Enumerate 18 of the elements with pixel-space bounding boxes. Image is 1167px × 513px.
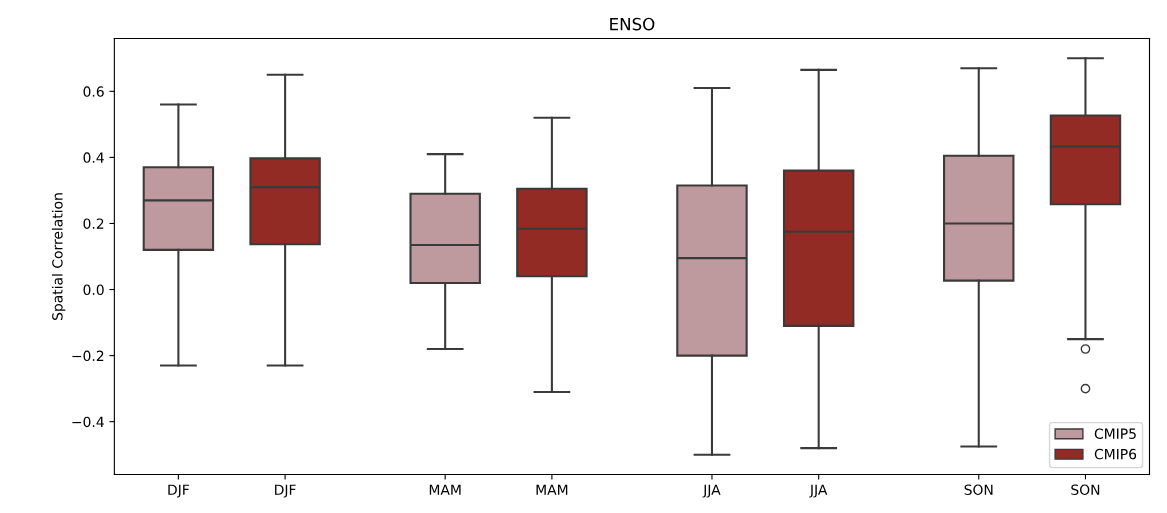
x-tick-label: DJF (275, 484, 296, 498)
y-tick-label: 0.0 (83, 284, 104, 296)
legend-label: CMIP6 (1094, 448, 1137, 460)
y-tick-label: 0.2 (83, 218, 104, 229)
y-tick-label: −0.2 (72, 350, 104, 362)
x-tick-label: MAM (536, 484, 568, 495)
x-tick-label: JJA (809, 484, 828, 498)
x-tick-label: MAM (429, 484, 461, 495)
y-tick-label: 0.4 (83, 152, 104, 163)
y-tick-label: −0.4 (72, 416, 104, 428)
chart-title: ENSO (610, 17, 655, 31)
legend-label: CMIP5 (1094, 428, 1136, 439)
x-tick-label: DJF (168, 484, 189, 498)
x-tick-label: SON (1071, 484, 1100, 495)
x-tick-label: SON (964, 484, 993, 495)
x-tick-label: JJA (702, 484, 721, 498)
y-axis-title: Spatial Correlation (51, 193, 66, 320)
y-tick-label: 0.6 (83, 86, 104, 97)
